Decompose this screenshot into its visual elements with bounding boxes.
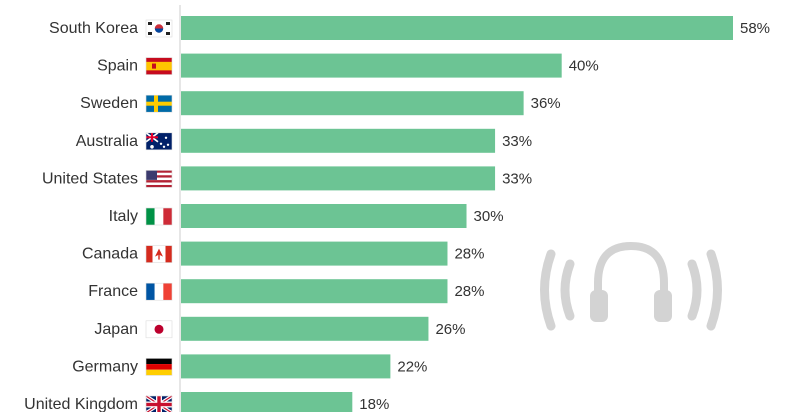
category-label: South Korea [49, 20, 138, 37]
france-flag-icon [145, 282, 173, 301]
bar [181, 241, 448, 266]
italy-flag-icon [145, 207, 173, 226]
headphones-icon [540, 241, 722, 331]
category-label: United Kingdom [24, 396, 138, 412]
category-label: Spain [97, 58, 138, 75]
united-states-flag-icon [145, 170, 173, 188]
category-label: Sweden [80, 95, 138, 112]
value-label: 33% [502, 133, 532, 150]
value-label: 18% [359, 396, 389, 412]
category-label: Japan [94, 321, 138, 338]
category-label: France [88, 283, 138, 300]
bar [181, 279, 448, 304]
value-label: 22% [397, 358, 427, 375]
value-label: 30% [474, 208, 504, 225]
bar [181, 166, 496, 191]
united-kingdom-flag-icon [145, 394, 173, 412]
spain-flag-icon [145, 57, 173, 75]
category-label: Italy [109, 208, 138, 225]
bar [181, 316, 429, 341]
germany-flag-icon [145, 358, 173, 376]
category-label: Australia [76, 133, 138, 150]
value-label: 58% [740, 20, 770, 37]
bar [181, 354, 391, 379]
bar [181, 128, 496, 153]
value-label: 36% [531, 95, 561, 112]
bar [181, 392, 353, 412]
value-label: 40% [569, 58, 599, 75]
bar [181, 204, 467, 228]
australia-flag-icon [145, 132, 173, 151]
category-label: Germany [72, 358, 138, 375]
bar [181, 16, 733, 40]
value-label: 26% [435, 321, 465, 338]
category-label: United States [42, 170, 138, 187]
bar [181, 53, 562, 78]
canada-flag-icon [145, 245, 173, 263]
japan-flag-icon [145, 320, 173, 339]
value-label: 28% [454, 283, 484, 300]
value-label: 28% [454, 246, 484, 263]
south-korea-flag-icon [145, 19, 173, 38]
category-label: Canada [82, 246, 138, 263]
value-label: 33% [502, 170, 532, 187]
sweden-flag-icon [145, 94, 173, 113]
bar [181, 91, 524, 116]
